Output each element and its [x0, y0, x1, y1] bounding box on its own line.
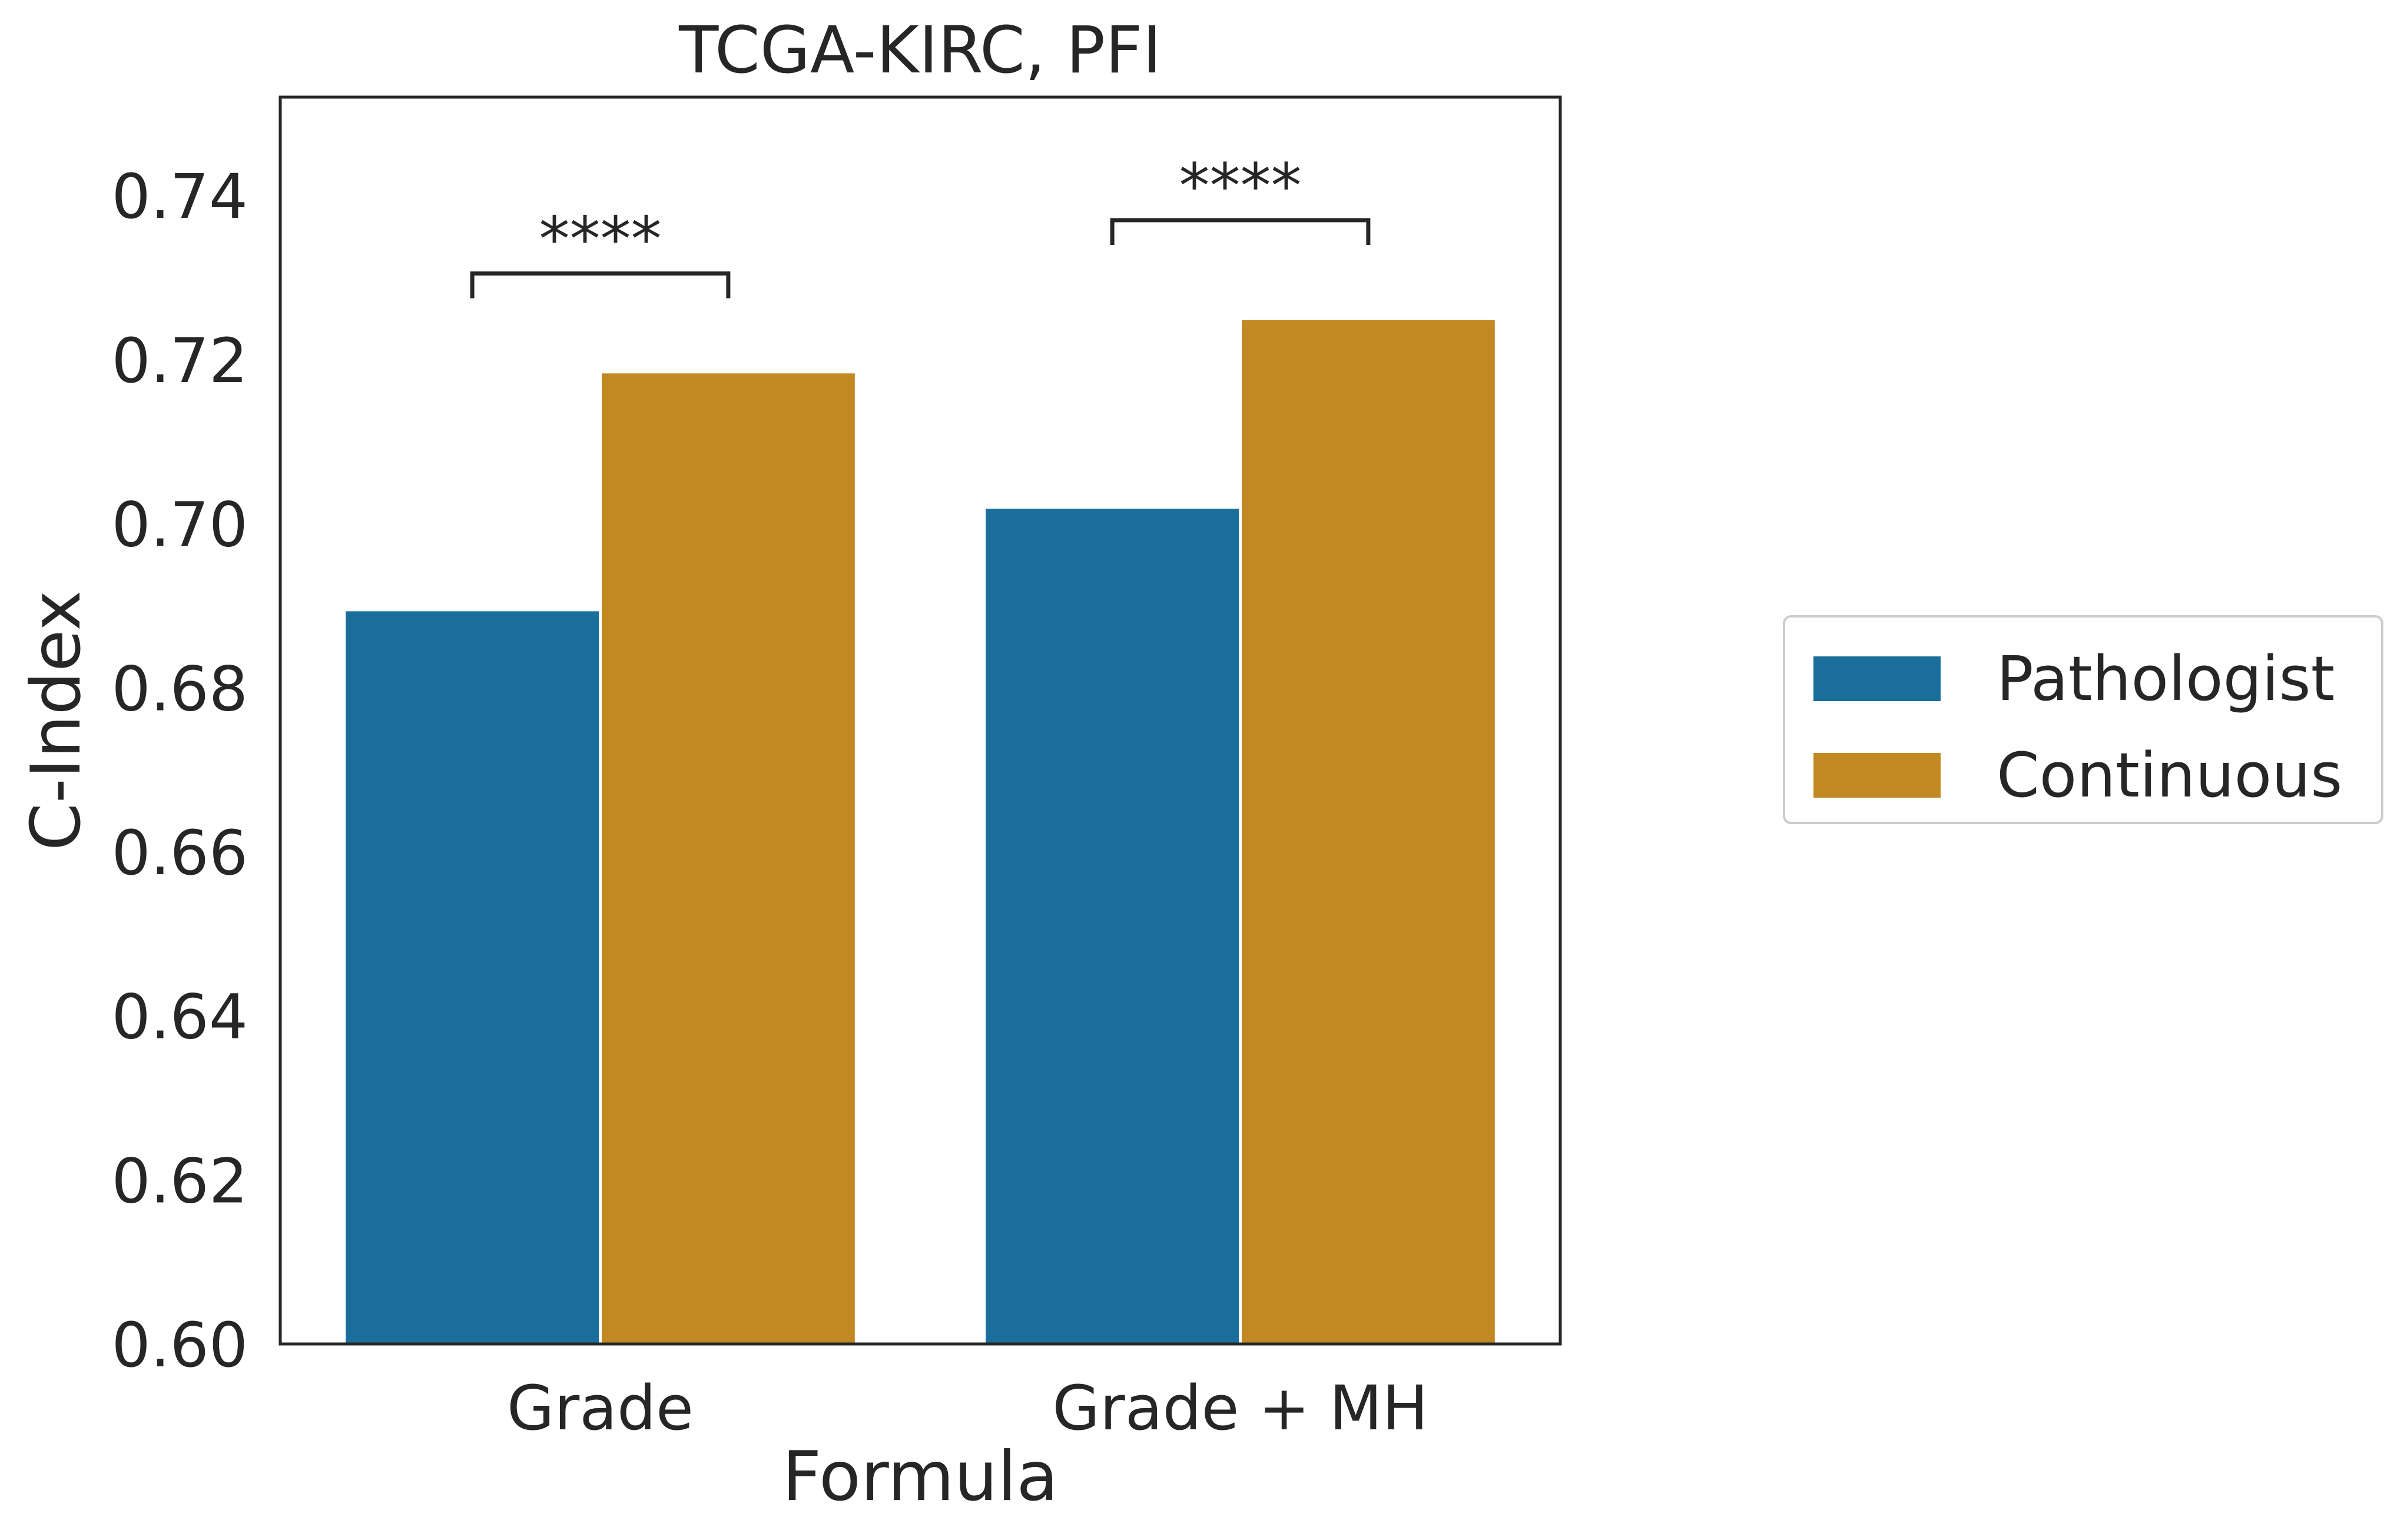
y-tick-label-1: 0.62	[111, 1145, 248, 1217]
y-axis-label: C-Index	[16, 590, 96, 851]
x-tick-label-1: Grade + MH	[1052, 1372, 1428, 1444]
bar-pathologist-1	[983, 506, 1242, 1346]
significance-label-1: ****	[1179, 150, 1302, 222]
legend-swatch-pathologist	[1813, 656, 1941, 701]
y-tick-label-4: 0.68	[111, 653, 248, 725]
legend-swatch-continuous	[1813, 753, 1941, 798]
y-tick-label-0: 0.60	[111, 1309, 248, 1381]
y-tick-label-7: 0.74	[111, 161, 248, 233]
plot-frame	[278, 95, 1562, 1346]
y-tick-label-3: 0.66	[111, 817, 248, 889]
legend-label-continuous: Continuous	[1997, 739, 2343, 811]
bar-continuous-0	[599, 370, 858, 1346]
significance-bracket-1	[1110, 218, 1371, 245]
legend-label-pathologist: Pathologist	[1997, 643, 2335, 715]
y-tick-label-6: 0.72	[111, 325, 248, 397]
y-axis-ticks: 0.60 0.62 0.64 0.66 0.68 0.70 0.72 0.74	[111, 161, 248, 1381]
x-axis-label: Formula	[782, 1437, 1058, 1516]
bars-group	[343, 317, 1498, 1346]
legend-item-pathologist: Pathologist	[1813, 648, 2335, 709]
significance-annotations: **** ****	[470, 150, 1371, 298]
bar-pathologist-0	[343, 608, 602, 1346]
significance-bracket-0	[470, 271, 731, 298]
significance-label-0: ****	[539, 204, 662, 276]
legend: Pathologist Continuous	[1783, 615, 2383, 824]
chart-title: TCGA-KIRC, PFI	[678, 12, 1162, 88]
legend-item-continuous: Continuous	[1813, 745, 2342, 806]
x-tick-label-0: Grade	[507, 1372, 694, 1444]
y-tick-label-5: 0.70	[111, 489, 248, 561]
bar-continuous-1	[1239, 317, 1498, 1346]
x-axis-ticks: Grade Grade + MH	[507, 1372, 1428, 1444]
y-tick-label-2: 0.64	[111, 981, 248, 1053]
